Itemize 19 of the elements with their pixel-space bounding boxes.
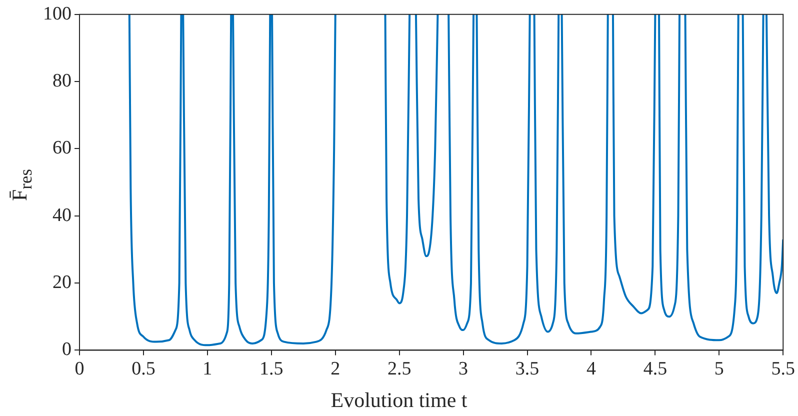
y-tick-label: 80 [52,70,72,92]
x-tick-label: 1 [202,358,212,380]
x-tick-label: 2.5 [387,358,412,380]
y-tick-label: 20 [52,272,72,294]
x-tick-label: 4.5 [643,358,668,380]
x-tick-label: 0 [74,358,84,380]
y-tick-label: 100 [43,3,72,24]
x-tick-label: 5 [714,358,724,380]
y-tick-label: 0 [62,339,72,360]
x-axis-title: Evolution time t [330,388,468,413]
x-tick-label: 1.5 [260,358,284,380]
x-tick-label: 3 [458,358,468,380]
x-tick-label: 2 [330,358,340,380]
y-tick-label: 40 [52,204,72,226]
x-tick-label: 0.5 [132,358,156,380]
y-tick-label: 60 [52,138,72,159]
x-tick-label: 5.5 [771,358,795,380]
x-tick-label: 3.5 [515,358,540,380]
x-tick-label: 4 [586,358,596,380]
